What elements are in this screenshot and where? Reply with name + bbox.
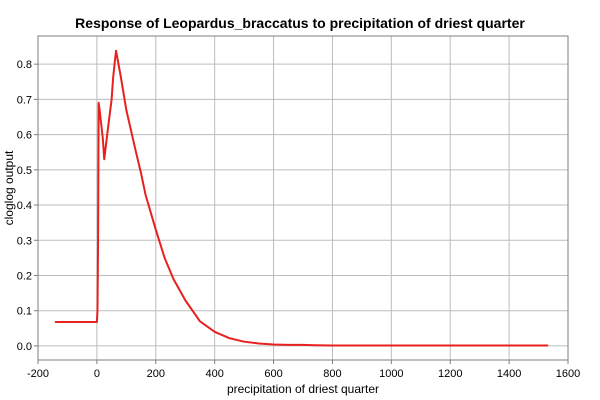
y-tick-label: 0.1 (17, 306, 32, 318)
y-tick-label: 0.4 (17, 200, 32, 212)
x-tick-label: 1600 (556, 368, 580, 380)
series-layer (54, 49, 549, 347)
y-axis-label: cloglog output (2, 150, 16, 225)
y-tick-label: 0.5 (17, 165, 32, 177)
y-tick-label: 0.0 (17, 341, 32, 353)
y-tick-label: 0.7 (17, 94, 32, 106)
grid-layer (38, 36, 568, 360)
y-tick-label: 0.2 (17, 270, 32, 282)
x-tick-label: 800 (323, 368, 341, 380)
x-axis-label: precipitation of driest quarter (227, 382, 379, 396)
response-curve-line (54, 49, 549, 347)
y-tick-label: 0.3 (17, 235, 32, 247)
x-tick-label: -200 (27, 368, 49, 380)
plot-area-border (37, 35, 569, 361)
x-tick-label: 1200 (438, 368, 462, 380)
y-tick-label: 0.6 (17, 130, 32, 142)
x-tick-label: 600 (264, 368, 282, 380)
x-tick-label: 1000 (379, 368, 403, 380)
y-tick-label: 0.8 (17, 59, 32, 71)
x-tick-label: 200 (147, 368, 165, 380)
x-tick-label: 400 (205, 368, 223, 380)
ticks-layer: -200 0 200 400 600 800 1000 1200 1400 1600 0.0 0.1 0… (17, 59, 581, 380)
x-tick-label: 0 (94, 368, 100, 380)
x-tick-label: 1400 (497, 368, 521, 380)
chart-title: Response of Leopardus_braccatus to preci… (75, 15, 525, 31)
